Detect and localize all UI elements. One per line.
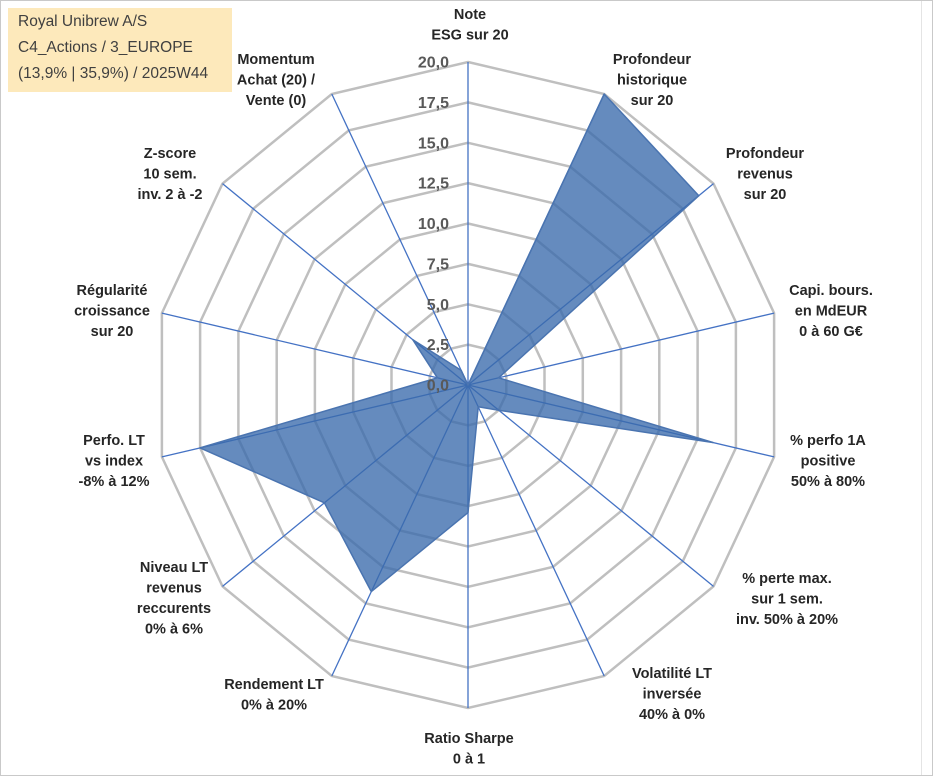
title-line-category: C4_Actions / 3_EUROPE [18, 39, 193, 56]
tick-label: 12,5 [418, 176, 449, 193]
axis-label-line: Perfo. LT [83, 433, 145, 449]
axis-spoke [467, 312, 775, 386]
axis-label: % perfo 1A positive 50% à 80% [790, 433, 866, 490]
axis-label: Niveau LT revenus reccurents 0% à 6% [137, 560, 211, 638]
axis-label-line: sur 20 [744, 187, 787, 203]
axis-label-line: 0% à 20% [241, 698, 307, 714]
axis-label-line: Profondeur [726, 146, 804, 162]
axis-label-line: revenus [737, 167, 793, 183]
axis-label-line: % perfo 1A [790, 433, 866, 449]
axis-label-line: inv. 2 à -2 [137, 187, 202, 203]
axis-label: Régularité croissance sur 20 [74, 283, 150, 340]
axis-label-line: Vente (0) [246, 93, 307, 109]
axis-label-line: sur 20 [91, 324, 134, 340]
axis-label-line: Note [454, 7, 486, 23]
title-line-stats: (13,9% | 35,9%) / 2025W44 [18, 65, 209, 82]
tick-label: 5,0 [427, 297, 449, 314]
data-point [466, 511, 470, 515]
data-point [466, 383, 470, 387]
axis-label-line: % perte max. [742, 571, 831, 587]
axis-label-line: 10 sem. [143, 167, 196, 183]
axis-label-line: sur 20 [631, 93, 674, 109]
axis-label-line: revenus [146, 581, 202, 597]
title-box: Royal Unibrew A/S C4_Actions / 3_EUROPE … [8, 8, 232, 92]
axis-label-line: croissance [74, 304, 150, 320]
axis-label-line: positive [801, 454, 856, 470]
axis-label: Ratio Sharpe 0 à 1 [424, 731, 513, 768]
tick-label: 7,5 [427, 256, 449, 273]
data-point [476, 405, 480, 409]
axis-label-line: 0 à 60 G€ [799, 324, 863, 340]
data-point [369, 590, 373, 594]
axis-labels: Note ESG sur 20 Profondeur historique sur 20… [74, 7, 873, 768]
data-point [497, 408, 501, 412]
data-point [411, 338, 415, 342]
axis-spoke [161, 312, 469, 386]
axis-label: Profondeur historique sur 20 [613, 52, 691, 109]
axis-label: % perte max. sur 1 sem. inv. 50% à 20% [736, 571, 838, 628]
axis-label-line: inversée [643, 687, 702, 703]
title-line-company: Royal Unibrew A/S [18, 13, 148, 30]
axis-label: Profondeur revenus sur 20 [726, 146, 804, 203]
axis-label-line: Rendement LT [224, 677, 324, 693]
axis-label-line: Niveau LT [140, 560, 208, 576]
axis-label-line: inv. 50% à 20% [736, 612, 838, 628]
axis-label-line: -8% à 12% [79, 474, 150, 490]
tick-labels: 0,0 2,5 5,0 7,5 10,0 12,5 15,0 17,5 20,0 [418, 55, 449, 395]
axis-spoke [467, 384, 714, 587]
axis-label-line: 50% à 80% [791, 474, 865, 490]
axis-label-line: Ratio Sharpe [424, 731, 513, 747]
data-point [711, 441, 715, 445]
axis-label: Volatilité LT inversée 40% à 0% [632, 666, 712, 723]
axis-label-line: Régularité [77, 283, 148, 299]
axis-label-line: sur 1 sem. [751, 592, 823, 608]
tick-label: 0,0 [427, 378, 449, 395]
axis-label: Z-score 10 sem. inv. 2 à -2 [137, 146, 202, 203]
tick-label: 17,5 [418, 95, 449, 112]
axis-label-line: ESG sur 20 [431, 28, 508, 44]
axis-label-line: 0% à 6% [145, 622, 203, 638]
axis-label-line: Profondeur [613, 52, 691, 68]
axis-label-line: Volatilité LT [632, 666, 712, 682]
axis-label-line: historique [617, 73, 687, 89]
axis-label: Momentum Achat (20) / Vente (0) [237, 52, 315, 109]
axis-label-line: vs index [85, 454, 143, 470]
tick-label: 20,0 [418, 55, 449, 72]
data-point [602, 92, 606, 96]
series-area [199, 93, 714, 593]
axis-label-line: Achat (20) / [237, 73, 315, 89]
data-point [322, 501, 326, 505]
series [198, 92, 715, 594]
axis-label-line: 0 à 1 [453, 752, 485, 768]
tick-label: 15,0 [418, 135, 449, 152]
axis-label-line: Z-score [144, 146, 196, 162]
tick-label: 2,5 [427, 337, 449, 354]
tick-label: 10,0 [418, 216, 449, 233]
axis-label: Note ESG sur 20 [431, 7, 508, 44]
data-point [497, 376, 501, 380]
axis-label-line: en MdEUR [795, 304, 868, 320]
axis-label-line: Capi. bours. [789, 283, 873, 299]
data-point [459, 368, 463, 372]
axis-label: Capi. bours. en MdEUR 0 à 60 G€ [789, 283, 873, 340]
axis-label-line: Momentum [237, 52, 314, 68]
axis-spoke [467, 384, 605, 677]
data-point [198, 446, 202, 450]
axis-label: Perfo. LT vs index -8% à 12% [79, 433, 150, 490]
data-point [697, 194, 701, 198]
axis-label-line: 40% à 0% [639, 707, 705, 723]
axis-spoke [331, 93, 469, 386]
axis-label-line: reccurents [137, 601, 211, 617]
axis-label: Rendement LT 0% à 20% [224, 677, 324, 714]
